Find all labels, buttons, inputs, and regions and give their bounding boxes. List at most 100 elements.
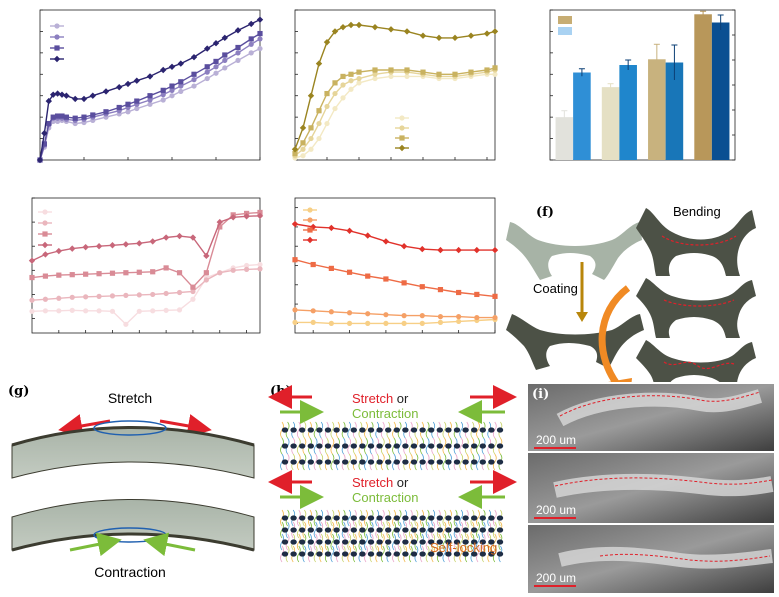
data-point-a-3 (190, 53, 198, 61)
graphene-bead (333, 551, 340, 557)
graphene-bead (307, 515, 314, 521)
polymer-chain (347, 545, 352, 563)
graphene-bead (419, 527, 426, 533)
series-e-0 (292, 316, 498, 326)
data-point-b-0 (300, 153, 306, 159)
data-point-d-1 (243, 266, 250, 272)
polymer-chain (476, 421, 480, 439)
legend-marker-e (307, 217, 313, 223)
big-orange-arrow (598, 285, 631, 391)
data-point-a-2 (248, 36, 254, 42)
graphene-bead (342, 527, 349, 533)
legend-marker-e (306, 236, 314, 244)
buckling-label: Buckling (668, 340, 717, 355)
polymer-chain (364, 545, 368, 563)
data-point-e-1 (456, 314, 462, 320)
graphene-bead (324, 527, 332, 533)
graphene-bead (290, 427, 297, 433)
data-point-b-3 (387, 26, 395, 33)
data-point-b-2 (452, 71, 458, 77)
data-point-a-2 (204, 64, 210, 70)
strut-bending: Bending (636, 204, 756, 276)
data-point-b-1 (340, 82, 346, 88)
data-point-e-2 (292, 257, 298, 263)
data-point-a-0 (178, 88, 184, 95)
graphene-bead (350, 527, 357, 533)
graphene-bead (359, 427, 366, 433)
data-point-b-3 (347, 21, 355, 29)
graphene-bead (419, 515, 426, 521)
graphene-bead (290, 515, 297, 521)
graphene-bead (453, 527, 461, 533)
polymer-chain (442, 509, 447, 527)
data-point-b-1 (324, 103, 330, 110)
data-point-e-1 (383, 312, 389, 318)
graphene-bead (402, 427, 409, 433)
graphene-bead (453, 443, 461, 449)
graphene-bead (479, 551, 486, 557)
data-point-b-3 (451, 34, 459, 42)
legend-swatch-c (558, 16, 572, 24)
polymer-chain (425, 533, 430, 551)
data-point-e-2 (492, 293, 498, 299)
data-point-e-1 (474, 314, 480, 321)
data-point-d-1 (217, 270, 223, 276)
graphene-bead (376, 539, 383, 545)
sem-strut-2 (553, 473, 774, 498)
graphene-bead (393, 515, 400, 521)
data-point-d-2 (203, 270, 209, 276)
series-a-2 (37, 30, 263, 163)
data-point-e-3 (291, 220, 299, 228)
graphene-bead (393, 443, 400, 449)
data-point-b-0 (316, 135, 322, 142)
graphene-bead (359, 515, 366, 521)
polymer-chain (364, 453, 368, 471)
graphene-bead (281, 443, 289, 449)
data-point-d-0 (42, 308, 49, 314)
data-point-d-0 (163, 307, 169, 313)
polymer-chain (347, 421, 352, 439)
data-point-a-3 (58, 91, 66, 98)
chart-b (291, 9, 499, 161)
graphene-bead (393, 427, 400, 433)
graphene-bead (385, 443, 392, 449)
data-point-d-1 (230, 267, 236, 273)
graphene-bead (402, 443, 409, 449)
graphene-bead (410, 443, 418, 449)
data-point-b-3 (467, 32, 475, 39)
polymer-chain (492, 453, 497, 471)
data-point-d-1 (83, 294, 89, 300)
data-point-a-2 (147, 93, 153, 99)
polymer-chain (492, 533, 497, 551)
data-point-b-0 (332, 105, 338, 112)
data-point-a-3 (133, 77, 140, 84)
contraction-arrow-right (143, 532, 196, 557)
data-point-e-3 (473, 246, 481, 254)
series-line-b-0 (294, 73, 495, 159)
data-point-a-3 (221, 34, 228, 42)
graphene-bead (445, 443, 452, 449)
graphene-bead (307, 427, 314, 433)
graphene-bead (488, 515, 495, 521)
graphene-bead (428, 527, 435, 533)
graphene-bead (453, 539, 461, 545)
graphene-bead (488, 539, 495, 545)
graphene-bead (410, 427, 418, 433)
graphene-bead (281, 527, 289, 533)
legend-marker-a (53, 55, 61, 63)
data-point-d-3 (42, 251, 49, 258)
series-line-b-3 (294, 24, 496, 150)
data-point-e-3 (400, 243, 408, 250)
graphene-bead (471, 551, 478, 557)
polymer-chain (408, 521, 413, 539)
data-point-d-0 (123, 321, 129, 327)
series-b-3 (291, 21, 499, 153)
graphene-bead (428, 459, 435, 465)
polymer-chain (313, 545, 318, 563)
graphene-bead (376, 515, 383, 521)
data-point-a-1 (178, 83, 184, 89)
strut-buckling: Buckling (636, 340, 756, 392)
legend-marker-a (54, 45, 60, 51)
data-point-d-0 (257, 261, 263, 268)
